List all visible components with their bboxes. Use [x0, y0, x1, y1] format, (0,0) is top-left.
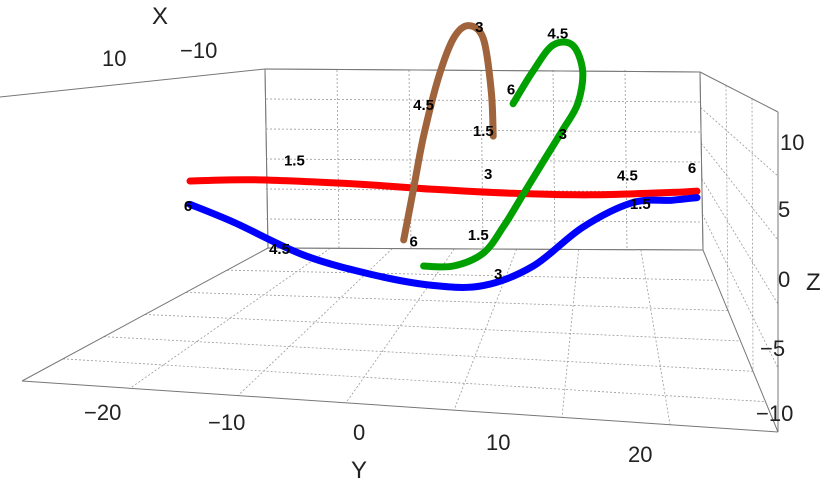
- point-label: 4.5: [269, 241, 290, 258]
- point-label: 3: [475, 19, 483, 36]
- point-label: 1.5: [630, 196, 651, 213]
- y-tick-label: 10: [486, 430, 510, 455]
- gridline: [62, 358, 766, 403]
- z-tick-label: 0: [778, 267, 790, 292]
- point-label: 4.5: [547, 26, 568, 43]
- point-label: 1.5: [468, 227, 489, 244]
- back-gridlines: [265, 69, 702, 250]
- gridline: [751, 98, 754, 372]
- point-label: 6: [410, 233, 418, 250]
- gridline: [144, 314, 741, 342]
- gridline: [552, 69, 556, 250]
- y-tick-label: −20: [84, 400, 121, 425]
- series-line-1: [186, 194, 701, 291]
- point-label: 6: [507, 82, 515, 99]
- y-tick-label: 20: [628, 442, 652, 467]
- point-label: 3: [559, 126, 567, 143]
- point-label: 4.5: [413, 97, 434, 114]
- point-label: 1.5: [473, 123, 494, 140]
- gridline: [624, 69, 628, 250]
- point-label: 3: [494, 266, 502, 283]
- point-label: 3: [484, 166, 492, 183]
- box-edges: [0, 68, 779, 433]
- y-axis-label: Y: [351, 457, 367, 484]
- series-line-2: [420, 38, 587, 271]
- y-tick-label: 0: [353, 420, 365, 445]
- x-axis-label: X: [152, 3, 168, 30]
- z-tick-label: 10: [780, 130, 804, 155]
- gridline: [480, 69, 484, 250]
- z-tick-label: −10: [756, 401, 793, 426]
- z-axis-label: Z: [806, 269, 821, 296]
- z-tick-label: −5: [760, 336, 785, 361]
- gridline: [185, 291, 729, 312]
- gridline: [640, 249, 671, 425]
- gridline: [345, 248, 455, 404]
- right-wall-gridlines: [700, 85, 779, 372]
- y-axis: −20 −10 0 10 20 Y: [84, 400, 652, 484]
- point-labels: 1.5 3 4.5 6 6 4.5 3 1.5 1.5 3 4.5 6 3 4.5 1.5 6: [184, 19, 696, 283]
- gridline: [561, 249, 580, 418]
- floor-gridlines: [62, 247, 766, 425]
- y-tick-label: −10: [208, 410, 245, 435]
- x-tick-label: 10: [102, 46, 126, 71]
- gridline: [701, 178, 779, 305]
- point-label: 6: [184, 198, 192, 215]
- series-line-3: [400, 22, 497, 244]
- data-curves: [186, 22, 701, 291]
- gridline: [702, 214, 779, 369]
- gridline: [700, 142, 779, 241]
- point-label: 4.5: [617, 168, 638, 185]
- gridline: [226, 269, 716, 281]
- gridline: [237, 248, 393, 396]
- z-tick-label: 5: [778, 197, 790, 222]
- gridline: [700, 107, 779, 177]
- gridline: [265, 98, 702, 103]
- gridline: [265, 158, 702, 163]
- point-label: 1.5: [284, 153, 305, 170]
- z-axis: 10 5 0 −5 −10 Z: [756, 130, 821, 426]
- x-axis: 10 −10 X: [102, 3, 217, 71]
- point-label: 6: [688, 160, 696, 177]
- gridline: [336, 69, 340, 250]
- gridline: [265, 128, 702, 133]
- gridline: [129, 247, 331, 389]
- gridline: [103, 336, 754, 372]
- series-line-0: [186, 176, 701, 199]
- gridline: [265, 218, 702, 223]
- gridline: [725, 85, 729, 311]
- x-tick-label: −10: [180, 38, 217, 63]
